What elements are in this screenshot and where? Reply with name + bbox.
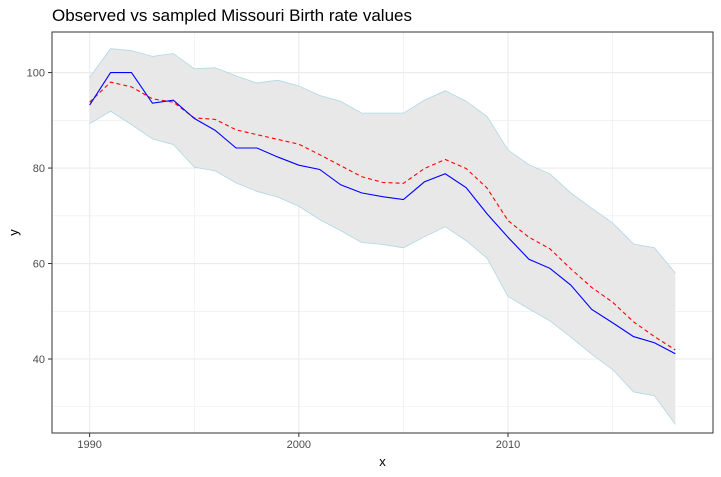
band-upper-edge (89, 48, 676, 274)
chart-title: Observed vs sampled Missouri Birth rate … (52, 6, 412, 25)
y-tick-label: 60 (33, 259, 45, 271)
x-tick-label: 2000 (287, 439, 311, 451)
x-axis-title: x (379, 454, 386, 469)
confidence-band (89, 48, 676, 425)
band-lower-edge (89, 110, 676, 425)
x-tick-label: 1990 (77, 439, 101, 451)
axis-ticks: 1990 2000 2010 40 60 80 100 (27, 68, 521, 451)
y-tick-label: 100 (27, 68, 45, 80)
x-tick-label: 2010 (496, 439, 520, 451)
y-tick-label: 40 (33, 354, 45, 366)
y-tick-label: 80 (33, 163, 45, 175)
band-area (89, 48, 676, 425)
y-axis-title: y (6, 229, 21, 236)
series-lines (89, 72, 676, 355)
panel-border (51, 31, 714, 434)
observed-series-line (89, 72, 676, 355)
